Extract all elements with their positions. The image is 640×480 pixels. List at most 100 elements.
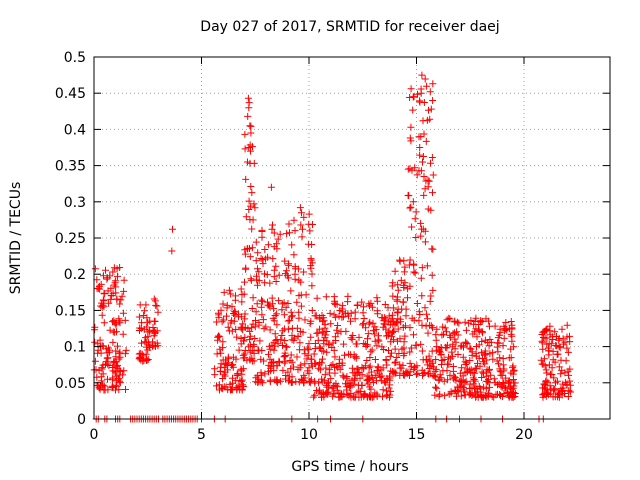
data-point: [291, 263, 299, 271]
data-point: [288, 312, 296, 320]
data-point: [462, 377, 470, 385]
data-point: [472, 350, 480, 358]
data-point: [394, 281, 402, 289]
data-point: [389, 327, 397, 335]
data-point: [315, 364, 323, 372]
data-point: [343, 374, 351, 382]
data-point: [425, 177, 433, 185]
data-point: [382, 392, 390, 400]
data-point: [154, 308, 162, 316]
data-point: [494, 381, 501, 389]
data-point: [418, 264, 426, 272]
data-point: [371, 323, 379, 331]
data-point: [118, 292, 126, 300]
data-point: [389, 304, 397, 312]
data-point: [252, 257, 260, 265]
data-point: [367, 368, 375, 376]
data-point: [253, 372, 261, 380]
data-point: [494, 390, 501, 398]
data-point: [496, 365, 504, 373]
data-point: [436, 371, 444, 379]
data-point: [346, 384, 354, 392]
data-point: [266, 279, 274, 287]
data-point: [432, 356, 440, 363]
data-point: [264, 241, 272, 249]
data-point: [420, 370, 428, 377]
data-point: [419, 153, 427, 160]
data-point: [318, 375, 326, 383]
data-point: [459, 376, 467, 384]
data-point: [406, 371, 413, 379]
data-point: [115, 386, 123, 394]
data-point: [467, 345, 475, 353]
data-point: [539, 345, 547, 353]
data-point: [94, 340, 102, 348]
data-point: [136, 349, 144, 357]
data-point: [433, 325, 441, 333]
data-point: [143, 323, 151, 331]
data-point: [547, 385, 555, 393]
data-point: [466, 344, 474, 352]
data-point: [105, 299, 113, 307]
y-tick-label: 0.5: [64, 50, 86, 66]
data-point: [327, 375, 335, 383]
data-point: [249, 216, 257, 224]
data-point: [366, 302, 373, 310]
data-point: [307, 262, 315, 270]
data-point: [265, 350, 272, 358]
data-point: [336, 355, 344, 363]
data-point: [416, 98, 424, 106]
data-point: [425, 365, 433, 372]
data-point: [281, 352, 289, 359]
data-point: [388, 315, 396, 323]
data-point: [344, 292, 352, 300]
data-point: [397, 276, 405, 284]
data-point: [316, 366, 324, 374]
data-point: [241, 246, 249, 254]
data-point: [238, 376, 246, 384]
data-point: [507, 330, 515, 338]
data-point: [428, 154, 436, 161]
data-point: [549, 336, 557, 343]
data-point: [537, 356, 545, 364]
data-point: [241, 145, 249, 153]
data-point: [388, 282, 396, 290]
data-point: [153, 302, 161, 310]
data-point: [267, 364, 275, 372]
data-point: [427, 159, 434, 167]
data-point: [423, 310, 431, 318]
data-point: [279, 327, 287, 335]
data-point: [396, 256, 404, 264]
data-point: [135, 350, 143, 358]
data-point: [116, 300, 124, 308]
data-point: [426, 115, 434, 123]
data-point: [406, 165, 414, 173]
data-point: [100, 382, 108, 390]
data-point: [418, 366, 426, 374]
data-point: [359, 309, 367, 317]
data-point: [327, 362, 335, 369]
data-point: [486, 383, 494, 391]
data-point: [472, 314, 480, 322]
data-point: [95, 384, 103, 392]
data-point: [330, 311, 338, 319]
data-point: [402, 312, 410, 320]
data-point: [424, 361, 432, 369]
data-point: [211, 371, 219, 379]
data-point: [429, 97, 437, 104]
data-point: [116, 353, 124, 361]
data-point: [107, 295, 115, 303]
data-point: [287, 351, 295, 359]
data-point: [418, 321, 426, 329]
data-point: [241, 310, 249, 318]
data-point: [297, 221, 305, 229]
data-point: [350, 380, 358, 388]
data-point: [418, 292, 426, 300]
data-point: [247, 202, 255, 210]
data-point: [368, 303, 376, 311]
y-tick-label: 0.25: [55, 231, 86, 247]
data-point: [100, 319, 108, 327]
data-point: [114, 272, 121, 280]
data-point: [409, 106, 417, 114]
data-point: [335, 312, 343, 320]
